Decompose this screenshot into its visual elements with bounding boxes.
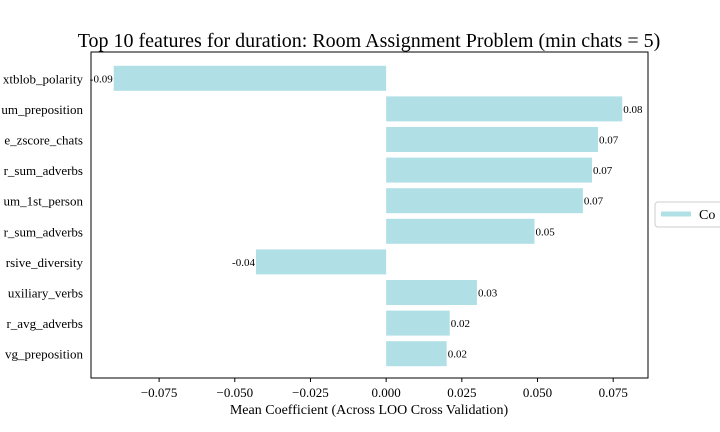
data-label: -0.04: [232, 257, 255, 269]
legend: Co: [654, 201, 720, 228]
bar: [386, 188, 583, 214]
bar: [386, 127, 599, 152]
bars-group: [113, 65, 623, 367]
y-tick-label: uxiliary_verbs: [8, 286, 83, 301]
bar: [113, 65, 387, 91]
plot-frame: [90, 51, 649, 379]
x-tick-label: 0.025: [447, 385, 476, 400]
data-label: 0.03: [478, 288, 498, 300]
chart-title: Top 10 features for duration: Room Assig…: [78, 30, 661, 52]
data-label: 0.02: [451, 318, 470, 330]
x-tick-label: 0.000: [372, 385, 401, 400]
bar: [386, 96, 623, 122]
bar: [386, 157, 592, 183]
x-tick-label: 0.050: [523, 385, 552, 400]
bar: [255, 249, 387, 275]
data-label: 0.07: [584, 196, 604, 208]
data-label: 0.05: [535, 226, 555, 238]
x-axis-label: Mean Coefficient (Across LOO Cross Valid…: [230, 403, 509, 418]
data-label: 0.07: [593, 165, 613, 177]
y-tick-label: um_1st_person: [4, 194, 84, 209]
y-tick-label: r_avg_adverbs: [6, 316, 83, 331]
bar: [386, 341, 447, 367]
data-label: -0.09: [90, 73, 113, 85]
data-label: 0.07: [599, 135, 619, 147]
data-label: 0.02: [448, 349, 467, 361]
bar: [386, 218, 535, 244]
y-tick-label: r_sum_adverbs: [4, 163, 83, 178]
bar: [386, 310, 450, 336]
y-tick-label: vg_preposition: [5, 347, 83, 362]
y-tick-label: rsive_diversity: [6, 255, 84, 270]
y-tick-label: um_preposition: [1, 102, 83, 117]
y-tick-label: r_sum_adverbs: [4, 224, 83, 239]
x-tick-label: −0.075: [141, 385, 178, 400]
x-tick-label: −0.050: [216, 385, 253, 400]
legend-entry: Co: [699, 208, 715, 223]
x-tick-label: −0.025: [292, 385, 329, 400]
x-tick-label: 0.075: [599, 385, 628, 400]
x-ticks-group: −0.075 −0.050 −0.025 0.000 0.025 0.050 0.075: [141, 378, 628, 400]
y-tick-labels-group: xtblob_polarity um_preposition e_zscore_ch…: [1, 71, 83, 361]
data-label: 0.08: [623, 104, 643, 116]
y-tick-label: e_zscore_chats: [4, 133, 83, 148]
value-labels-group: -0.09 0.08 0.07 0.07 0.07 0.05 -0.04 0.03 0.02 0.…: [90, 73, 643, 360]
y-tick-label: xtblob_polarity: [3, 71, 84, 86]
bar: [386, 280, 477, 305]
